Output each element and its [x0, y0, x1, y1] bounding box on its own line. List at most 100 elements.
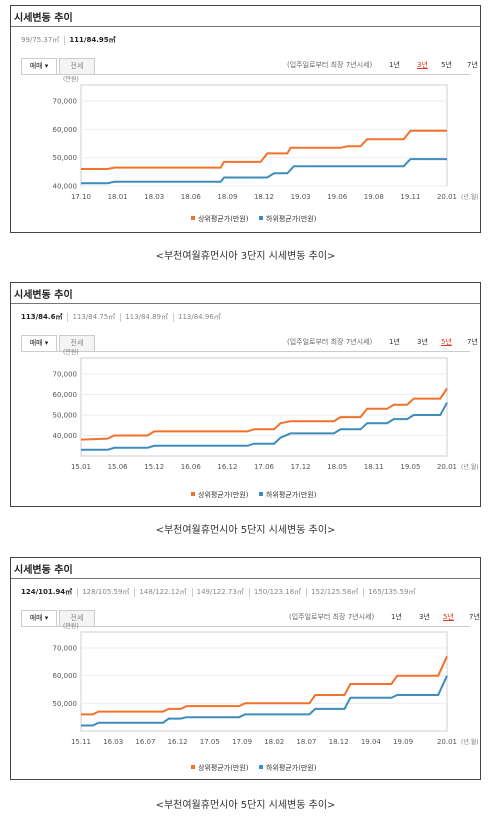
- period-button[interactable]: 5년: [441, 61, 452, 69]
- title-divider: [11, 578, 480, 579]
- x-tick-label: 18.12: [254, 193, 274, 201]
- period-button[interactable]: 1년: [389, 61, 400, 69]
- x-tick-label: 19.09: [393, 738, 413, 746]
- legend-lower: 하위평균가(만원): [259, 214, 317, 224]
- chart-panel: 시세변동 추이 113/84.6㎡ 113/84.75㎡ 113/84.89㎡ 113/…: [10, 282, 481, 507]
- x-tick-label: 18.01: [108, 193, 128, 201]
- x-tick-label: 18.09: [217, 193, 237, 201]
- legend-label: 하위평균가(만원): [266, 764, 317, 772]
- area-size-tab[interactable]: 111/84.95㎡: [69, 36, 116, 44]
- legend-label: 하위평균가(만원): [266, 215, 317, 223]
- chart-panel: 시세변동 추이 99/75.37㎡ 111/84.95㎡ 매매 ▾ 전세 (입주일로부터 …: [10, 5, 481, 233]
- period-button[interactable]: 3년: [417, 338, 428, 346]
- x-tick-label: 19.03: [291, 193, 311, 201]
- area-size-tab[interactable]: 113/84.96㎡: [177, 313, 221, 321]
- x-tick-label: 17.12: [291, 463, 311, 471]
- x-tick-label: 16.06: [181, 463, 202, 471]
- period-button[interactable]: 5년: [441, 338, 452, 346]
- title-divider: [11, 303, 480, 304]
- x-tick-label: 18.11: [364, 463, 384, 471]
- plot-frame: [80, 631, 448, 732]
- period-button[interactable]: 3년: [417, 61, 428, 69]
- area-size-tab[interactable]: 99/75.37㎡: [17, 36, 66, 45]
- area-size-tab[interactable]: 150/123.18㎡: [250, 588, 308, 597]
- x-tick-label: 18.06: [181, 193, 202, 201]
- area-size-tab[interactable]: 113/84.6㎡: [17, 313, 69, 322]
- line-chart: (만원) 70,000 60,000 50,000 40,000 17.10 18.01 18…: [53, 75, 479, 201]
- x-tick-label: 17.09: [232, 738, 252, 746]
- plot-frame: [80, 84, 448, 187]
- area-size-tab[interactable]: 148/122.12㎡: [135, 588, 193, 597]
- x-tick-label: 17.06: [254, 463, 275, 471]
- legend-marker: [191, 765, 195, 769]
- series-upper-line: [80, 387, 448, 441]
- area-size-tab[interactable]: 113/84.75㎡: [68, 313, 122, 322]
- legend-upper: 상위평균가(만원): [191, 763, 249, 773]
- series-upper-line: [81, 129, 447, 170]
- x-axis-unit: (년.월): [461, 193, 479, 201]
- period-button[interactable]: 7년: [467, 61, 478, 69]
- x-tick-label: 20.01: [437, 738, 457, 746]
- y-tick-label: 50,000: [53, 412, 78, 420]
- area-size-tabs: 124/101.94㎡ 128/105.59㎡ 148/122.12㎡ 149/122…: [17, 588, 476, 597]
- legend-label: 상위평균가(만원): [198, 215, 249, 223]
- legend-label: 상위평균가(만원): [198, 764, 249, 772]
- series-lower-line: [81, 675, 448, 727]
- period-note: (입주일로부터 최장 7년시세): [289, 613, 375, 621]
- period-button[interactable]: 1년: [391, 613, 402, 621]
- area-size-tab[interactable]: 113/84.89㎡: [121, 313, 174, 322]
- y-axis-label: (만원): [63, 348, 79, 356]
- y-tick-label: 70,000: [53, 98, 78, 106]
- x-tick-label: 19.06: [327, 193, 348, 201]
- chart-caption: <부천여월휴먼시아 5단지 시세변동 추이>: [155, 800, 336, 811]
- y-tick-label: 70,000: [53, 645, 78, 653]
- x-tick-label: 16.03: [103, 738, 123, 746]
- y-tick-label: 40,000: [53, 183, 78, 191]
- period-button[interactable]: 7년: [469, 613, 480, 621]
- period-button[interactable]: 3년: [419, 613, 430, 621]
- period-button[interactable]: 7년: [467, 338, 478, 346]
- x-axis-unit: (년.월): [461, 738, 479, 746]
- line-chart: (만원) 70,000 60,000 50,000 15.11 16.03 16.07 16.…: [53, 622, 479, 746]
- x-tick-label: 16.12: [217, 463, 237, 471]
- area-size-tab[interactable]: 124/101.94㎡: [17, 588, 79, 597]
- y-tick-label: 60,000: [53, 126, 78, 134]
- y-tick-label: 50,000: [53, 700, 78, 708]
- legend-upper: 상위평균가(만원): [191, 490, 249, 500]
- legend-label: 하위평균가(만원): [266, 491, 317, 499]
- x-tick-label: 19.11: [400, 193, 420, 201]
- x-tick-label: 18.05: [327, 463, 347, 471]
- x-tick-label: 17.10: [71, 193, 91, 201]
- legend-marker: [191, 216, 195, 220]
- legend-marker: [191, 492, 195, 496]
- tab-underline: [21, 74, 470, 75]
- legend-upper: 상위평균가(만원): [191, 214, 249, 224]
- x-tick-label: 15.12: [144, 463, 164, 471]
- x-tick-label: 16.12: [168, 738, 188, 746]
- legend-marker: [259, 492, 263, 496]
- area-size-tabs: 99/75.37㎡ 111/84.95㎡: [17, 36, 476, 45]
- x-tick-label: 18.07: [296, 738, 316, 746]
- tab-jeonse[interactable]: 전세: [59, 335, 95, 352]
- area-size-tab[interactable]: 152/125.58㎡: [307, 588, 365, 597]
- x-tick-label: 16.07: [135, 738, 155, 746]
- y-tick-label: 60,000: [53, 672, 78, 680]
- area-size-tab[interactable]: 149/122.73㎡: [193, 588, 250, 597]
- x-tick-label: 15.06: [108, 463, 129, 471]
- area-size-tab[interactable]: 165/135.59㎡: [368, 588, 416, 596]
- plot-frame: [80, 357, 448, 457]
- y-axis-label: (만원): [63, 75, 79, 83]
- x-tick-label: 18.03: [144, 193, 164, 201]
- x-tick-label: 15.11: [71, 738, 91, 746]
- x-tick-label: 20.01: [437, 463, 457, 471]
- period-button[interactable]: 1년: [389, 338, 400, 346]
- series-upper-line: [81, 655, 448, 716]
- area-size-tab[interactable]: 128/105.59㎡: [78, 588, 136, 597]
- period-note: (입주일로부터 최장 7년시세): [287, 338, 373, 346]
- y-axis-label: (만원): [63, 622, 79, 630]
- period-note: (입주일로부터 최장 7년시세): [287, 61, 373, 69]
- period-button[interactable]: 5년: [443, 613, 454, 621]
- legend-lower: 하위평균가(만원): [259, 763, 317, 773]
- x-tick-label: 18.02: [264, 738, 284, 746]
- panel-title: 시세변동 추이: [14, 13, 73, 24]
